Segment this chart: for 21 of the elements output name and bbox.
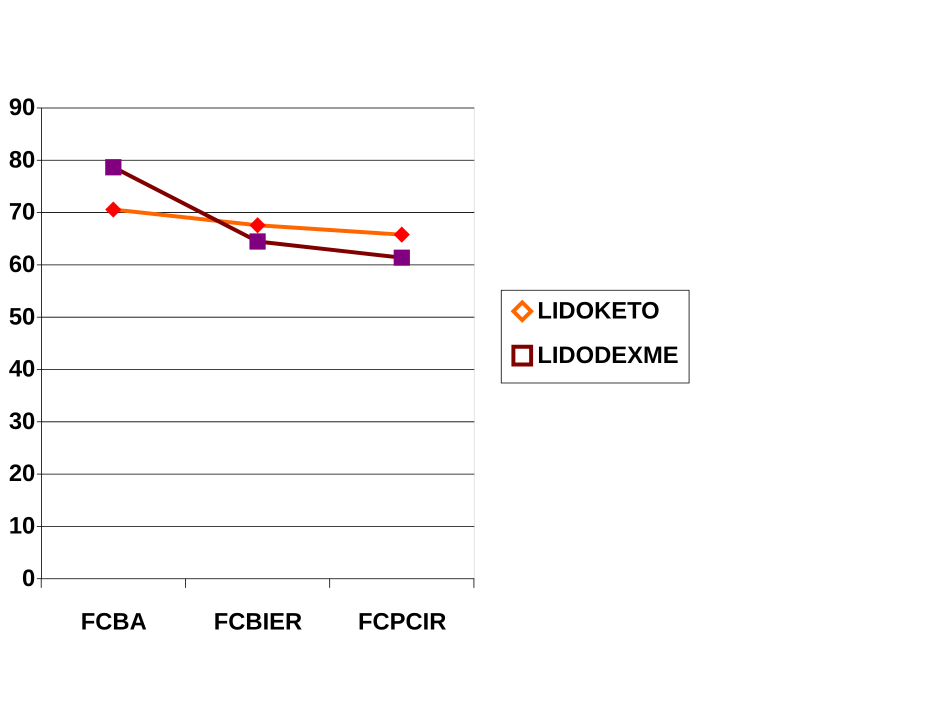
y-tick-label: 90 <box>8 94 36 122</box>
y-tick-label: 30 <box>8 408 36 435</box>
x-tick-label: FCPCIR <box>358 608 446 636</box>
y-tick-label: 40 <box>8 356 36 383</box>
y-tick-label: 0 <box>22 564 36 592</box>
point <box>105 159 122 176</box>
y-tick-label: 80 <box>8 146 36 174</box>
point <box>249 217 266 234</box>
y-tick-label: 60 <box>8 251 36 278</box>
point <box>105 201 122 218</box>
legend-label: LIDOKETO <box>537 297 660 324</box>
legend-label: LIDODEXME <box>537 342 679 369</box>
y-tick-label: 50 <box>8 303 36 330</box>
y-tick-label: 70 <box>8 198 36 226</box>
x-tick-label: FCBA <box>80 608 147 636</box>
point <box>394 250 410 266</box>
y-tick-label: 10 <box>8 512 36 540</box>
point <box>394 226 410 243</box>
point <box>249 233 266 250</box>
x-tick-label: FCBIER <box>214 608 302 636</box>
y-tick-label: 20 <box>8 460 36 488</box>
